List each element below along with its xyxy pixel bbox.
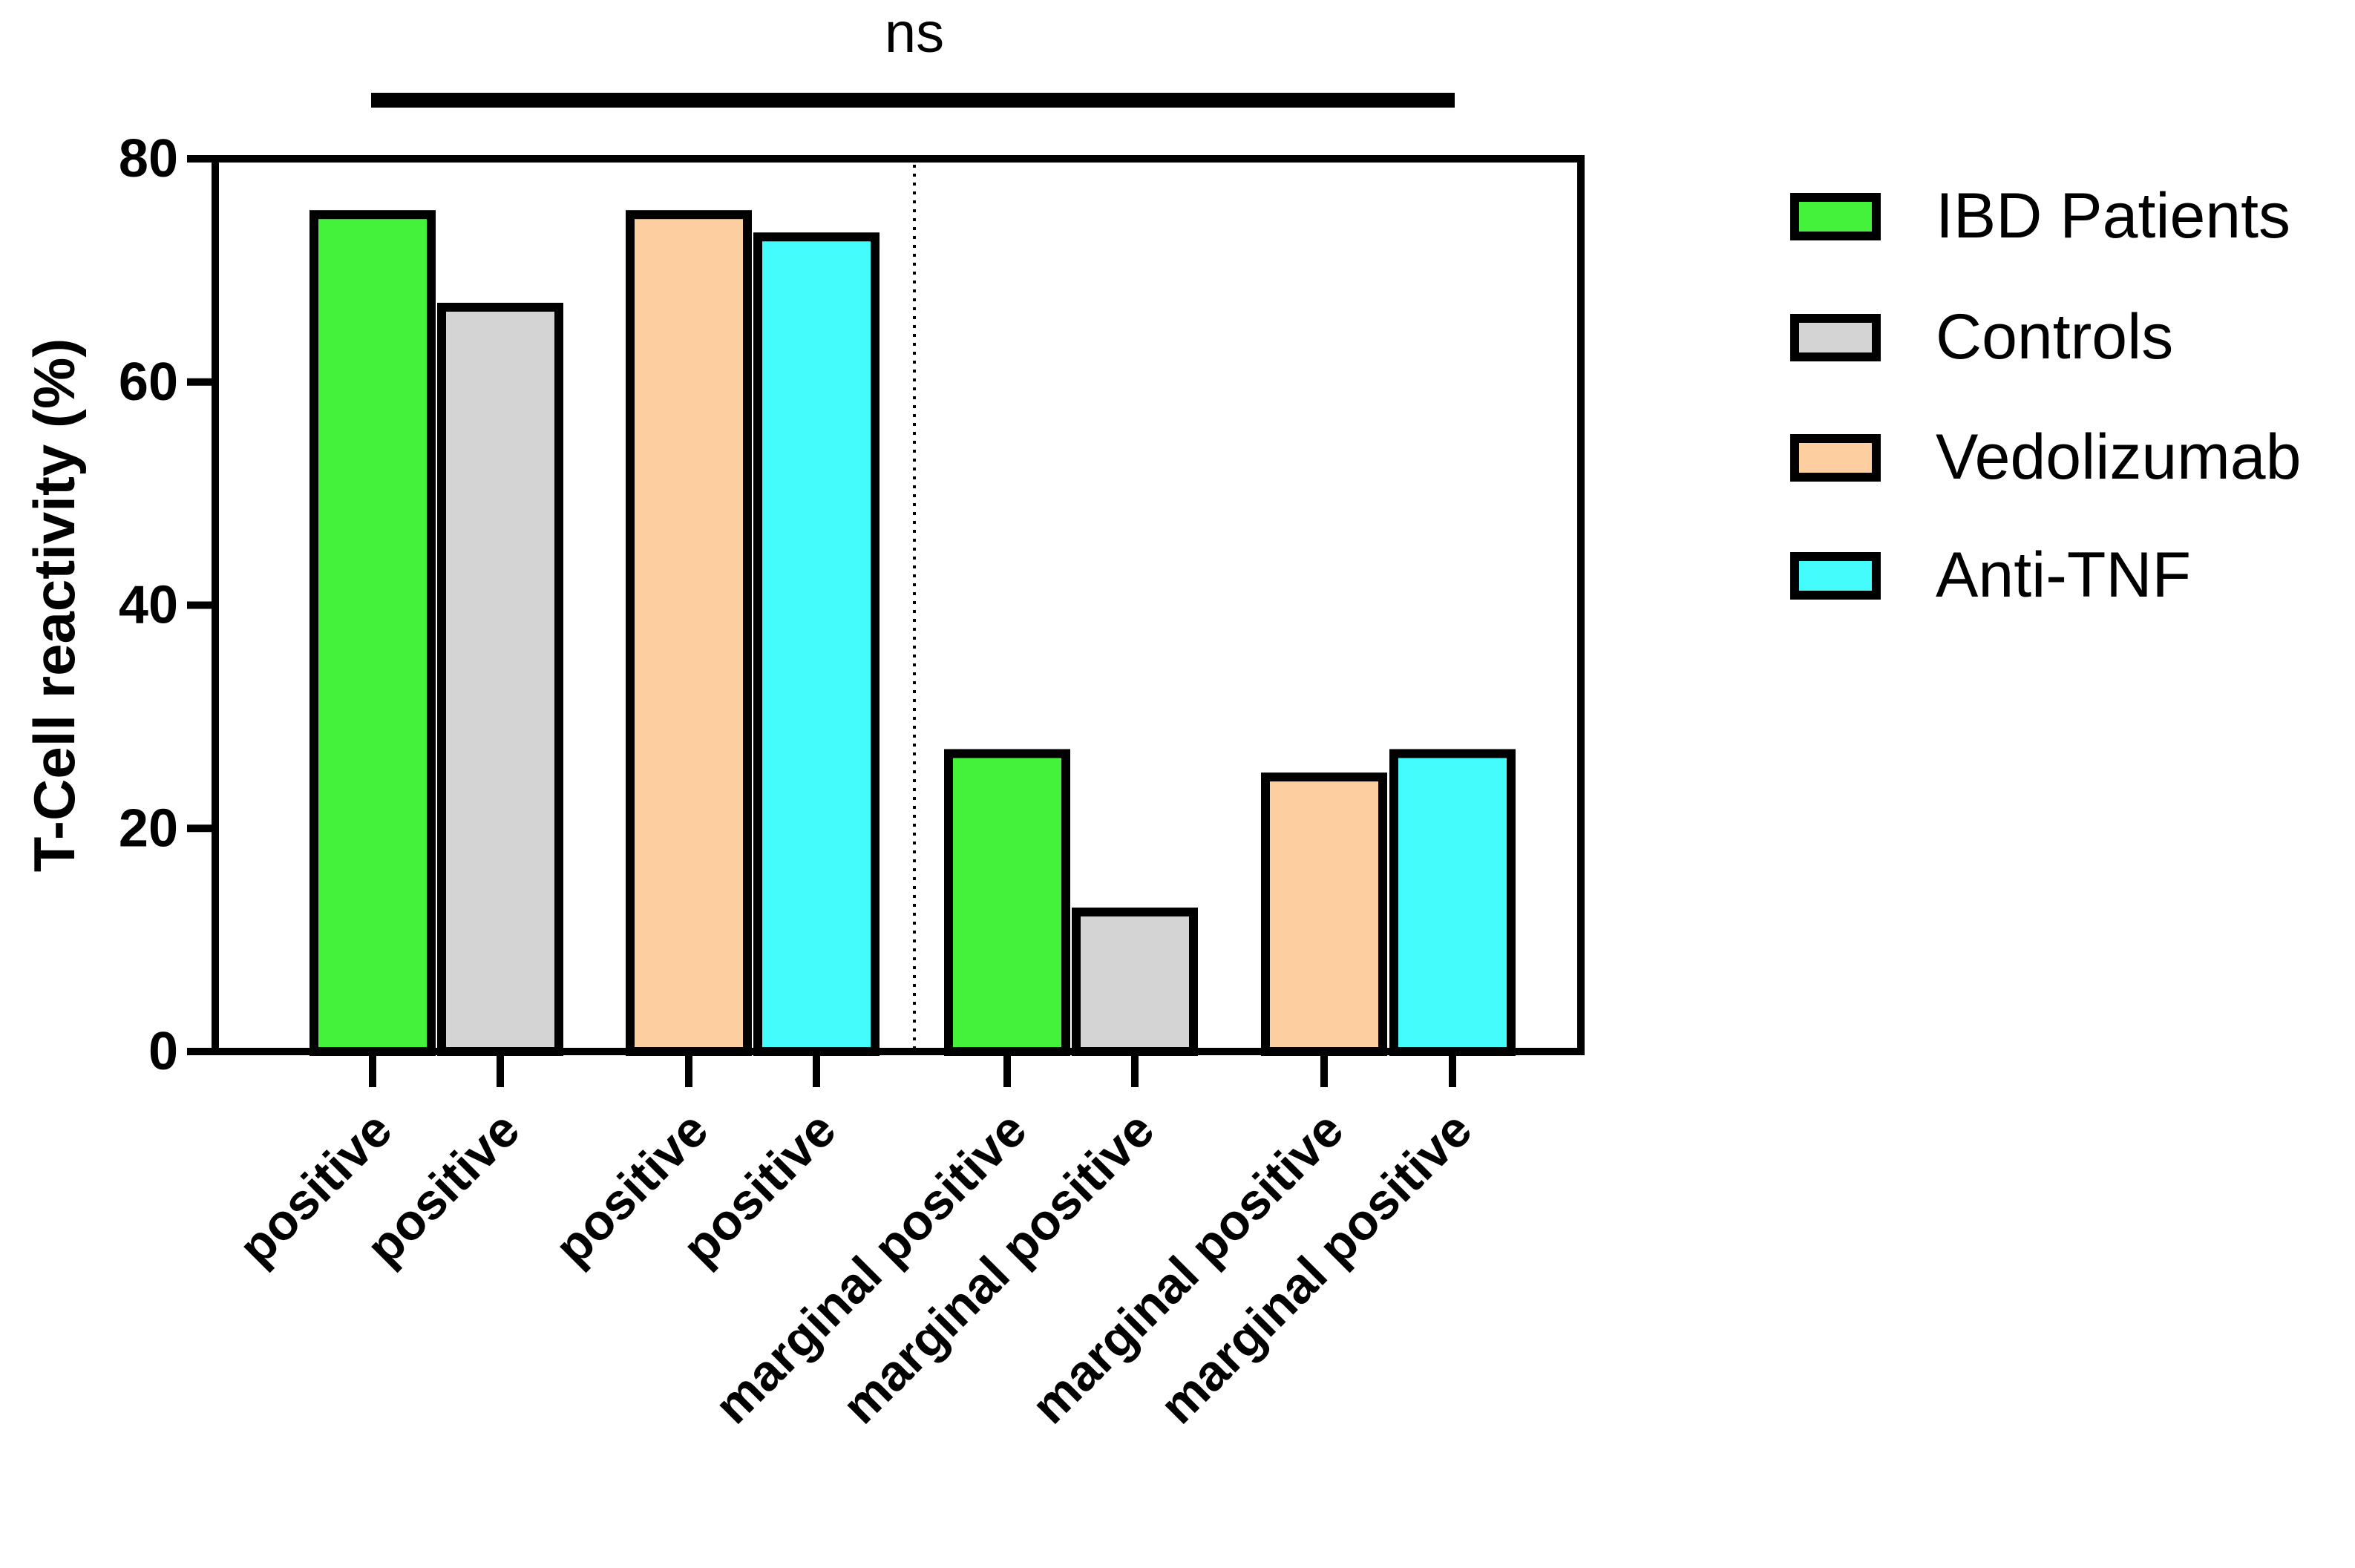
y-tick-label: 40 <box>119 576 178 635</box>
legend-swatch <box>1790 314 1881 361</box>
bar <box>437 302 563 1056</box>
y-tick-label: 20 <box>119 798 178 858</box>
legend-swatch <box>1790 193 1881 240</box>
y-tick-label: 80 <box>119 129 178 188</box>
legend-swatch <box>1790 434 1881 482</box>
legend-label: IBD Patients <box>1936 180 2290 252</box>
y-axis-label: T-Cell reactivity (%) <box>22 338 87 873</box>
axes: 0 20 40 60 80 <box>119 93 1585 1087</box>
bar <box>1261 772 1387 1056</box>
significance-label: ns <box>885 1 944 65</box>
bar <box>309 210 436 1056</box>
legend: IBD Patients Controls Vedolizumab Anti-TNF <box>1790 180 2301 611</box>
y-tick-label: 0 <box>148 1022 178 1081</box>
bar <box>753 232 880 1057</box>
legend-swatch <box>1790 552 1881 600</box>
y-tick-label: 60 <box>119 352 178 412</box>
bar <box>1072 908 1198 1056</box>
legend-label: Vedolizumab <box>1936 421 2301 493</box>
bar <box>626 210 752 1056</box>
legend-label: Anti-TNF <box>1936 539 2191 611</box>
bar <box>944 749 1070 1057</box>
bar <box>1389 749 1516 1057</box>
legend-label: Controls <box>1936 301 2173 373</box>
bars <box>309 210 1516 1057</box>
